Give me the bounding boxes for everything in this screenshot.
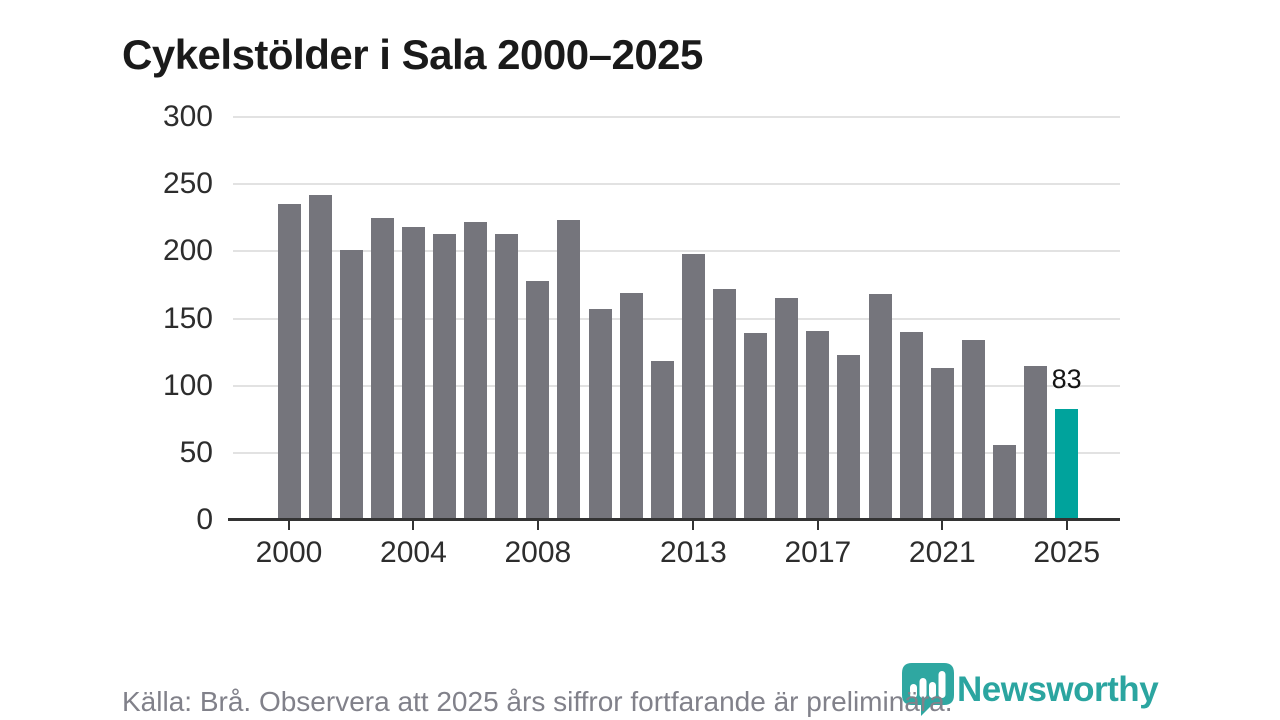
gridline-200 — [233, 250, 1120, 253]
x-axis-label-2013: 2013 — [660, 536, 727, 569]
bar-2019 — [868, 294, 892, 520]
y-axis-label-300: 300 — [162, 100, 213, 133]
x-tick-2000 — [288, 521, 290, 530]
y-axis-label-200: 200 — [162, 234, 213, 268]
gridline-100 — [233, 384, 1120, 387]
x-axis-label-2004: 2004 — [380, 536, 447, 569]
source-note: Källa: Brå. Observera att 2025 års siffr… — [122, 686, 953, 717]
bar-2008 — [526, 280, 550, 520]
bar-2021 — [930, 368, 954, 520]
x-axis-label-2000: 2000 — [255, 536, 323, 569]
x-axis-label-2021: 2021 — [908, 536, 976, 569]
gridline-150 — [233, 317, 1120, 320]
bar-2005 — [433, 233, 457, 520]
bar-2007 — [495, 233, 519, 520]
bar-2009 — [557, 220, 581, 520]
y-axis-label-100: 100 — [162, 368, 213, 402]
gridline-250 — [233, 183, 1120, 186]
x-tick-2008 — [536, 521, 539, 530]
bar-2020 — [899, 331, 923, 520]
x-tick-2013 — [692, 521, 695, 530]
bar-2024 — [1024, 365, 1048, 520]
bar-2016 — [775, 298, 799, 520]
bar-2013 — [681, 254, 705, 520]
bar-2015 — [744, 333, 768, 520]
bar-2002 — [339, 249, 363, 520]
bar-2022 — [961, 339, 985, 520]
bar-2010 — [588, 309, 612, 520]
bar-2023 — [992, 444, 1016, 520]
newsworthy-wordmark: Newsworthy — [957, 670, 1159, 709]
bar-2014 — [713, 288, 736, 520]
gridline-300 — [233, 116, 1120, 118]
y-axis-label-0: 0 — [196, 503, 213, 536]
bar-2011 — [619, 292, 643, 520]
x-tick-2004 — [412, 521, 415, 530]
x-tick-2017 — [816, 521, 819, 530]
bar-2001 — [308, 194, 332, 520]
bar-2025 — [1055, 408, 1079, 520]
x-axis-label-2017: 2017 — [784, 536, 852, 569]
bar-2006 — [464, 221, 488, 520]
value-label-2025: 83 — [1051, 363, 1082, 394]
page-title: Cykelstölder i Sala 2000–2025 — [122, 31, 703, 79]
y-axis-label-150: 150 — [162, 301, 213, 335]
newsworthy-icon — [902, 663, 954, 716]
x-axis-label-2008: 2008 — [504, 536, 572, 569]
bar-2017 — [806, 330, 830, 520]
gridline-50 — [233, 451, 1120, 454]
y-axis-label-250: 250 — [162, 167, 213, 201]
bar-2018 — [837, 354, 861, 520]
bar-2004 — [401, 227, 425, 520]
x-tick-2025 — [1065, 521, 1068, 530]
x-axis-line — [228, 518, 1120, 521]
bar-2012 — [650, 361, 674, 520]
y-axis-label-50: 50 — [179, 435, 213, 469]
bar-2003 — [370, 217, 394, 520]
x-axis-label-2025: 2025 — [1033, 536, 1101, 569]
bar-2000 — [277, 204, 301, 520]
x-tick-2021 — [941, 521, 944, 530]
